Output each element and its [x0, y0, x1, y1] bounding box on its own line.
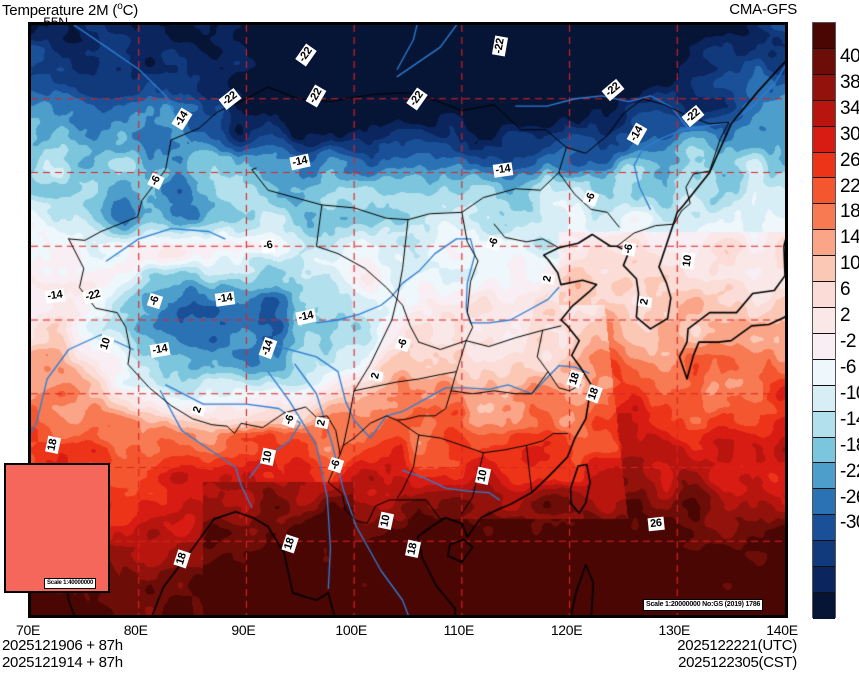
colorbar-band: [813, 74, 835, 101]
colorbar-tick-neg14: -14: [840, 408, 859, 430]
lon-tick-80E: 80E: [123, 622, 148, 638]
colorbar-tick-neg6: -6: [840, 356, 856, 378]
colorbar-tick-neg10: -10: [840, 382, 859, 404]
colorbar-band: [813, 126, 835, 153]
page-title-text: Temperature 2M (: [2, 2, 118, 19]
valid-time-cst: 2025122305(CST): [678, 654, 797, 671]
colorbar-tick-neg26: -26: [840, 486, 859, 508]
main-scale-note: Scale 1:20000000 No:GS (2019) 1786: [643, 599, 764, 611]
colorbar-band: [813, 333, 835, 360]
south-china-sea-inset-map[interactable]: Scale 1:40000000: [4, 463, 110, 593]
colorbar-band: [813, 152, 835, 179]
contour-label: -6: [621, 241, 637, 257]
colorbar-tick-14: 14: [840, 227, 859, 249]
lon-tick-90E: 90E: [231, 622, 256, 638]
colorbar-band: [813, 282, 835, 308]
colorbar-tick-6: 6: [840, 279, 851, 301]
colorbar-band: [813, 567, 835, 593]
colorbar-band: [813, 256, 835, 283]
valid-time-utc: 2025122221(UTC): [677, 637, 797, 654]
lon-tick-110E: 110E: [443, 622, 475, 638]
colorbar-tick-38: 38: [840, 71, 859, 93]
temperature-colorbar[interactable]: [812, 22, 836, 619]
contour-label: 10: [680, 252, 696, 270]
colorbar-band: [813, 100, 835, 127]
colorbar-tick-22: 22: [840, 175, 859, 197]
lon-tick-140E: 140E: [766, 622, 798, 638]
colorbar-band: [813, 515, 835, 542]
contour-label: 26: [647, 516, 665, 531]
colorbar-band: [813, 23, 835, 49]
contour-label: 18: [44, 436, 61, 455]
colorbar-band: [813, 411, 835, 438]
init-time-cst: 2025121914 + 87h: [2, 654, 123, 671]
valid-times: 2025122221(UTC) 2025122305(CST): [677, 637, 797, 671]
colorbar-band: [813, 178, 835, 205]
colorbar-tick-neg2: -2: [840, 331, 856, 353]
lon-tick-130E: 130E: [658, 622, 691, 638]
colorbar-tick-neg18: -18: [840, 434, 859, 456]
colorbar-band: [813, 204, 835, 231]
init-time-utc: 2025121906 + 87h: [2, 637, 123, 654]
lon-tick-120E: 120E: [550, 622, 583, 638]
colorbar-band: [813, 48, 835, 75]
colorbar-tick-34: 34: [840, 97, 859, 119]
inset-temperature-canvas: [6, 465, 108, 591]
colorbar-tick-40: 40: [840, 45, 859, 67]
contour-label: -14: [492, 161, 514, 178]
page-title: Temperature 2M (oC): [2, 1, 138, 19]
page-title-unit: C): [122, 2, 139, 19]
colorbar-band: [813, 307, 835, 334]
contour-label: 2: [540, 272, 556, 285]
colorbar-tick-30: 30: [840, 123, 859, 145]
colorbar-band: [813, 592, 835, 619]
degree-symbol: o: [117, 1, 123, 12]
initialization-times: 2025121906 + 87h 2025121914 + 87h: [2, 637, 123, 671]
inset-scale-note: Scale 1:40000000: [44, 578, 97, 589]
map-plot-area[interactable]: -22 -22 -22 -22 -22 -22 -22 -14 -14 -14 -14 -6 -6 -6-…: [28, 22, 788, 618]
model-label: CMA-GFS: [729, 1, 797, 18]
contour-label: -14: [149, 341, 171, 358]
colorbar-band: [813, 437, 835, 464]
colorbar-band: [813, 489, 835, 516]
temperature-field-canvas: [31, 25, 785, 615]
colorbar-tick-neg22: -22: [840, 460, 859, 482]
lon-tick-100E: 100E: [335, 622, 367, 638]
colorbar-band: [813, 359, 835, 386]
colorbar-band: [813, 541, 835, 568]
contour-label: -22: [491, 35, 508, 57]
colorbar-tick-2: 2: [840, 305, 851, 327]
colorbar-band: [813, 385, 835, 412]
colorbar-tick-26: 26: [840, 149, 859, 171]
colorbar-tick-neg30: -30: [840, 512, 859, 534]
lon-tick-70E: 70E: [15, 622, 41, 638]
contour-label: -6: [260, 238, 276, 254]
colorbar-tick-18: 18: [840, 201, 859, 223]
colorbar-band: [813, 230, 835, 257]
colorbar-tick-10: 10: [840, 253, 859, 275]
colorbar-band: [813, 463, 835, 490]
